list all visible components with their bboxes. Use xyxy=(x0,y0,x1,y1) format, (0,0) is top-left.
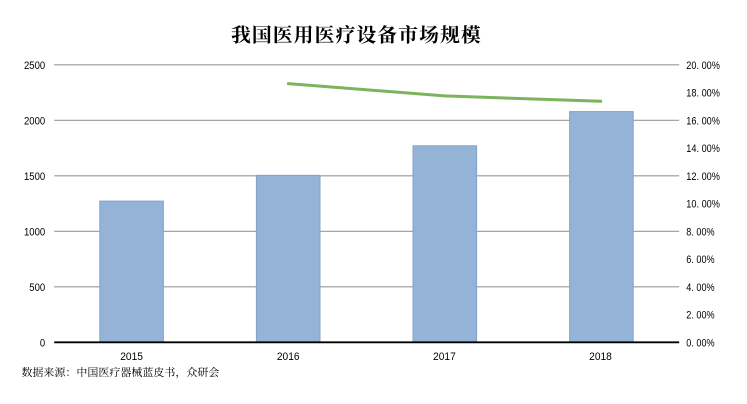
svg-text:12. 00%: 12. 00% xyxy=(686,171,720,183)
svg-text:18. 00%: 18. 00% xyxy=(686,88,720,100)
svg-text:10. 00%: 10. 00% xyxy=(686,199,720,211)
svg-text:2500: 2500 xyxy=(24,60,45,72)
svg-text:2. 00%: 2. 00% xyxy=(686,310,714,322)
svg-text:2000: 2000 xyxy=(24,115,45,127)
svg-text:1500: 1500 xyxy=(24,171,45,183)
svg-text:1000: 1000 xyxy=(24,226,45,238)
svg-text:14. 00%: 14. 00% xyxy=(686,143,720,155)
svg-text:2017: 2017 xyxy=(433,351,456,363)
svg-text:500: 500 xyxy=(29,282,45,294)
svg-text:6. 00%: 6. 00% xyxy=(686,254,714,266)
svg-text:2018: 2018 xyxy=(589,351,612,363)
svg-text:8. 00%: 8. 00% xyxy=(686,226,714,238)
svg-text:16. 00%: 16. 00% xyxy=(686,115,720,127)
svg-text:0. 00%: 0. 00% xyxy=(686,337,714,349)
svg-text:20. 00%: 20. 00% xyxy=(686,60,720,72)
svg-text:2015: 2015 xyxy=(120,351,143,363)
svg-text:2016: 2016 xyxy=(277,351,300,363)
svg-text:4. 00%: 4. 00% xyxy=(686,282,714,294)
svg-text:0: 0 xyxy=(40,337,45,349)
